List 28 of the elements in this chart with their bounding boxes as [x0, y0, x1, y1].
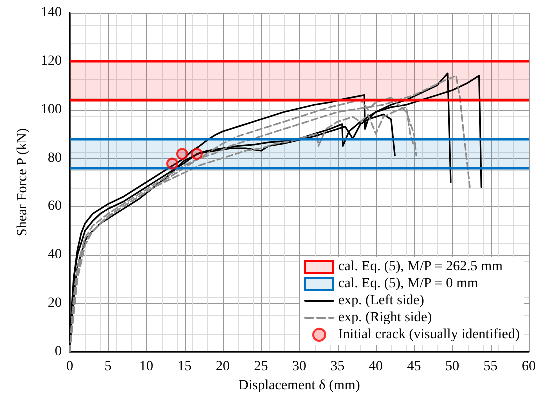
y-tick-label: 80: [48, 150, 62, 166]
y-tick-label: 20: [48, 296, 62, 312]
y-tick-label: 120: [41, 54, 62, 69]
x-tick-label: 35: [330, 360, 345, 374]
y-tick-label: 60: [48, 199, 62, 214]
legend-label: exp. (Right side): [338, 310, 433, 326]
y-tick-label: 40: [48, 248, 62, 263]
x-tick-label: 10: [140, 360, 154, 374]
x-tick-label: 50: [446, 360, 460, 374]
x-tick-label: 30: [292, 360, 306, 374]
x-tick-label: 0: [66, 360, 74, 374]
legend-label: exp. (Left side): [338, 294, 425, 308]
x-tick-label: 25: [254, 360, 268, 374]
y-tick-label: 140: [41, 6, 62, 20]
x-axis-title: Displacement δ (mm): [238, 378, 361, 394]
legend-label: Initial crack (visually identified): [338, 328, 520, 342]
x-tick-label: 55: [484, 360, 498, 374]
y-axis-title: Shear Force P (kN): [16, 128, 30, 236]
x-tick-label: 60: [522, 360, 536, 374]
x-tick-label: 45: [407, 360, 422, 374]
y-tick-label: 100: [41, 102, 62, 118]
x-tick-label: 15: [178, 360, 192, 374]
legend-label: cal. Eq. (5), M/P = 0 mm: [338, 276, 479, 292]
x-tick-label: 5: [104, 360, 112, 374]
legend-label: cal. Eq. (5), M/P = 262.5 mm: [338, 260, 504, 274]
y-tick-label: 0: [55, 344, 62, 360]
x-tick-label: 40: [369, 360, 383, 374]
x-tick-label: 20: [216, 360, 230, 374]
